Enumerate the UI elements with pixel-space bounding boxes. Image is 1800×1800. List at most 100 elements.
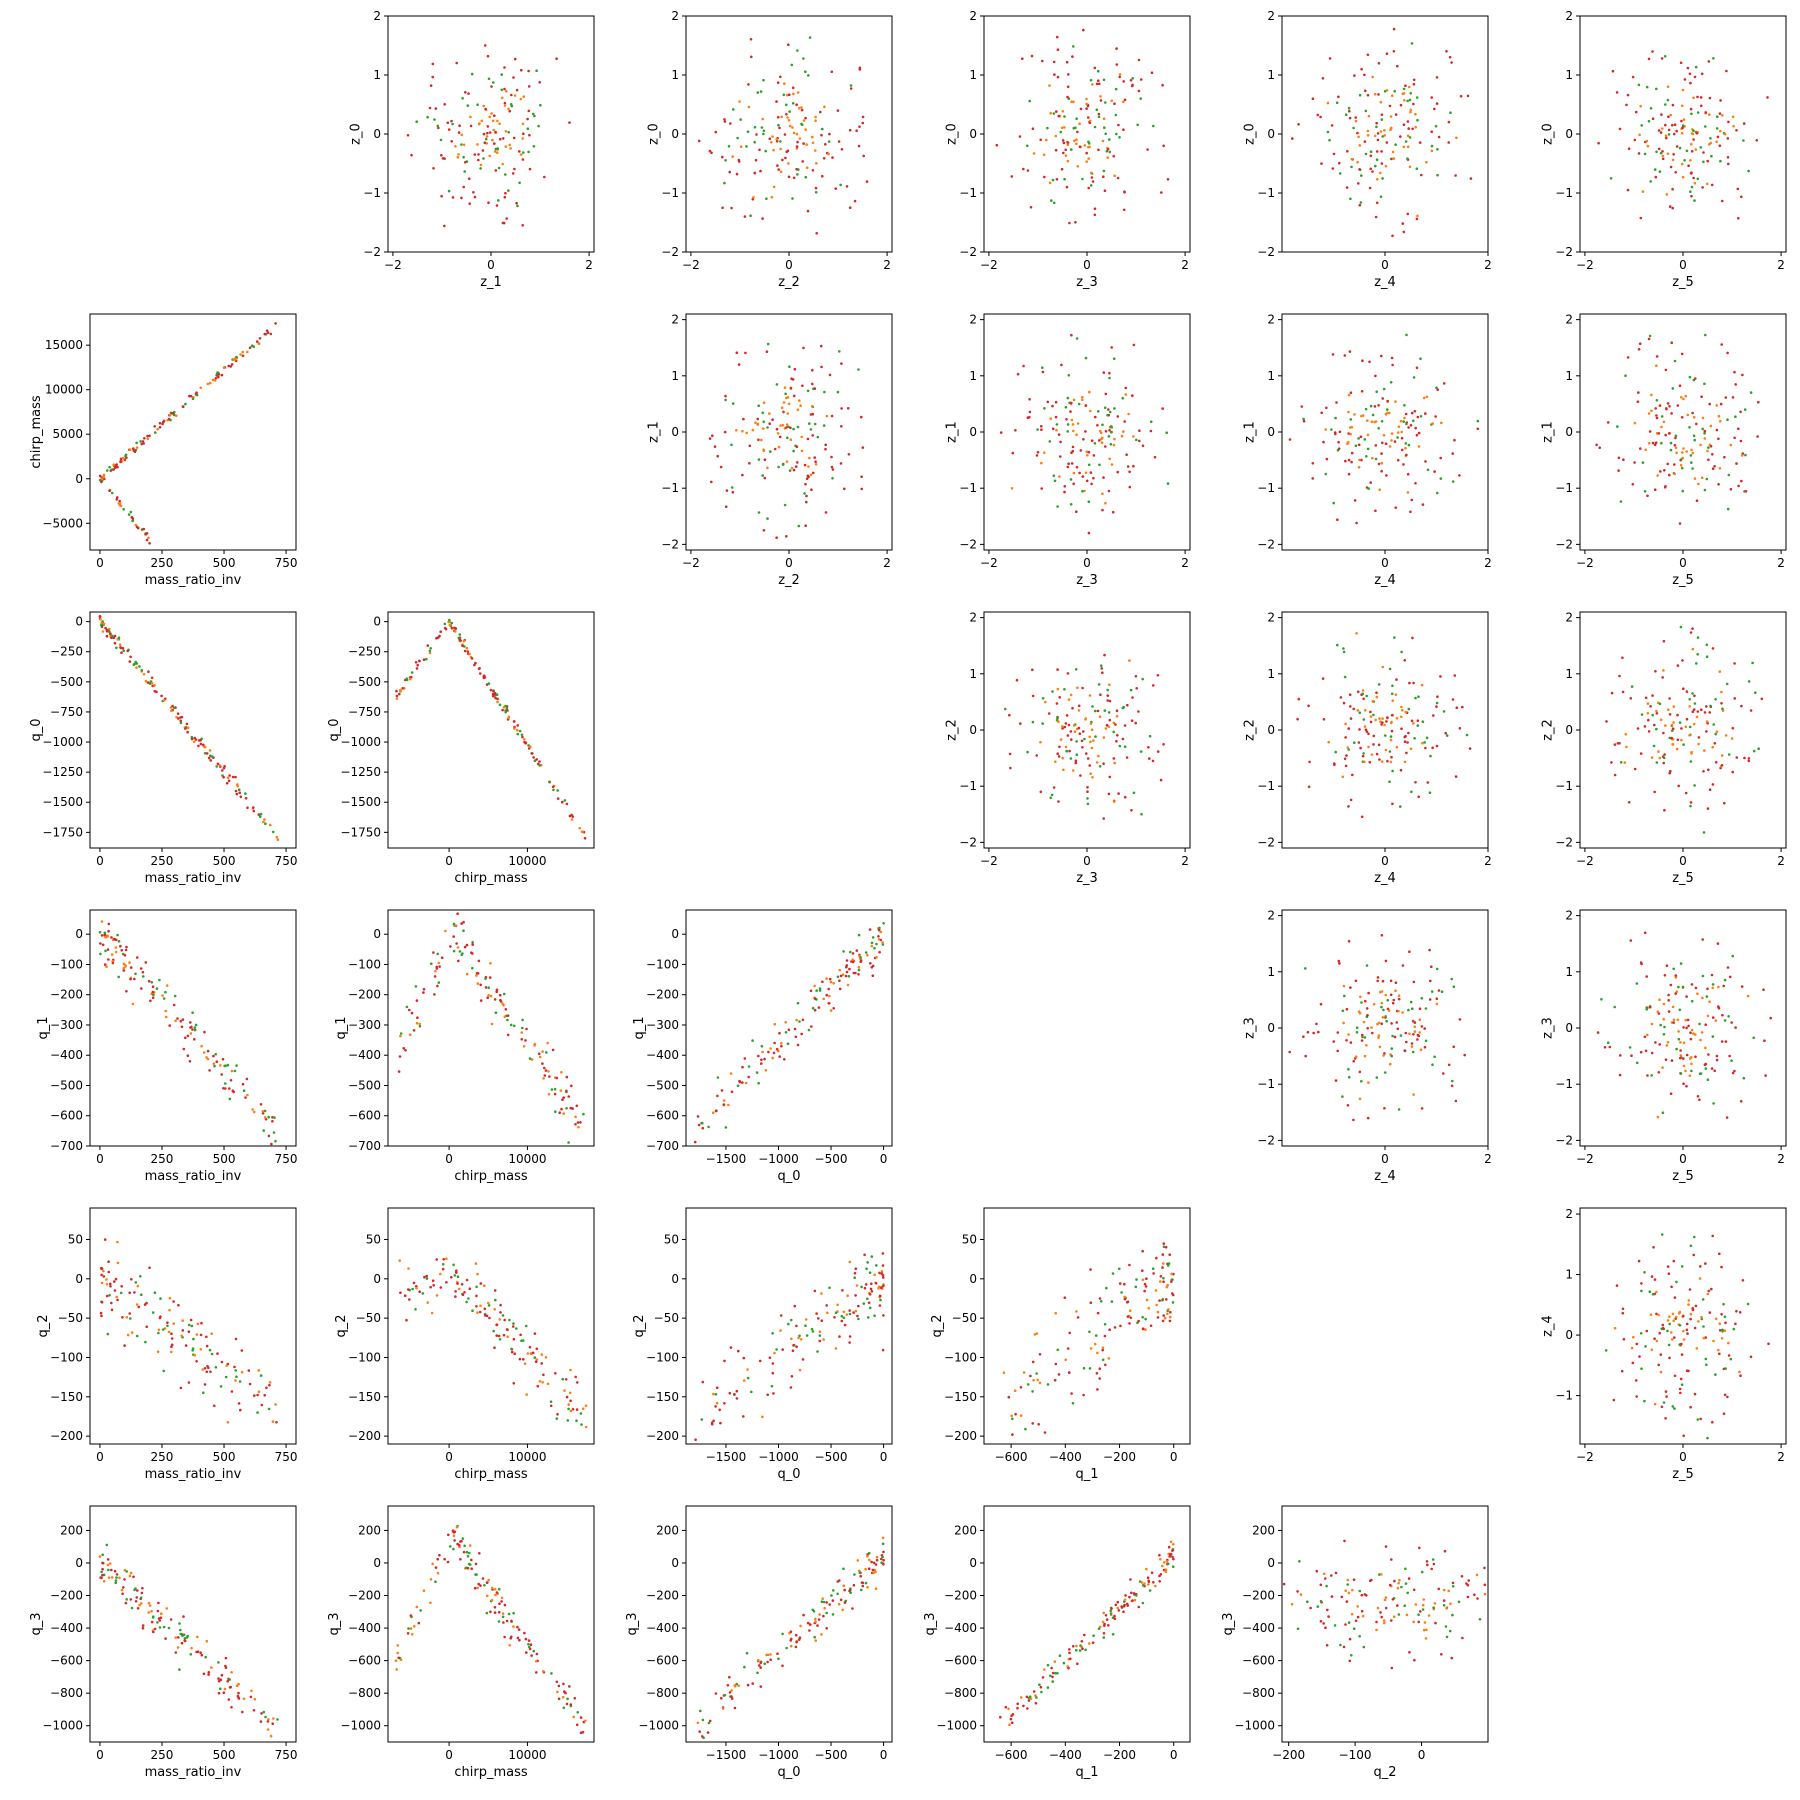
point bbox=[1752, 1036, 1755, 1040]
point bbox=[1684, 725, 1688, 728]
point bbox=[187, 1381, 191, 1384]
point bbox=[1397, 1009, 1400, 1013]
point bbox=[1064, 722, 1068, 725]
point bbox=[535, 758, 538, 761]
point bbox=[495, 1334, 499, 1337]
point bbox=[487, 77, 491, 81]
y-tick-label: −100 bbox=[348, 957, 381, 971]
point bbox=[461, 1293, 465, 1296]
point bbox=[1138, 439, 1141, 443]
point bbox=[1650, 1051, 1654, 1055]
point bbox=[1451, 698, 1455, 701]
point bbox=[129, 1571, 133, 1575]
point bbox=[170, 1345, 173, 1349]
point bbox=[1029, 206, 1033, 209]
point bbox=[1380, 452, 1383, 455]
point bbox=[1123, 1295, 1126, 1299]
point bbox=[1101, 671, 1104, 674]
point bbox=[245, 1077, 249, 1081]
point bbox=[106, 948, 110, 951]
point bbox=[1359, 995, 1362, 999]
point bbox=[128, 1291, 131, 1295]
point bbox=[188, 1060, 192, 1063]
x-tick-label: −2 bbox=[1576, 258, 1594, 272]
point bbox=[458, 633, 462, 636]
points-q3_cm bbox=[394, 1524, 587, 1735]
point bbox=[1672, 1319, 1675, 1323]
point bbox=[1698, 1098, 1701, 1102]
point bbox=[1648, 1290, 1652, 1293]
point bbox=[829, 980, 833, 984]
point bbox=[106, 1558, 110, 1561]
point bbox=[1105, 149, 1109, 153]
point bbox=[469, 124, 473, 128]
point bbox=[827, 1002, 831, 1005]
point bbox=[813, 984, 816, 988]
point bbox=[818, 989, 822, 992]
point bbox=[158, 978, 161, 982]
point bbox=[1708, 788, 1712, 791]
point bbox=[1115, 47, 1118, 50]
point bbox=[1140, 812, 1143, 816]
point bbox=[832, 1007, 835, 1010]
point bbox=[1361, 692, 1364, 696]
point bbox=[1406, 741, 1409, 744]
y-tick-label: −1250 bbox=[340, 765, 381, 779]
y-tick-label: 0 bbox=[969, 127, 977, 141]
point bbox=[1412, 82, 1416, 86]
point bbox=[513, 57, 517, 61]
point bbox=[1126, 703, 1129, 707]
point bbox=[1388, 750, 1392, 753]
point bbox=[1731, 396, 1735, 399]
point bbox=[200, 1044, 203, 1048]
point bbox=[105, 965, 108, 968]
point bbox=[1630, 685, 1634, 688]
point bbox=[1049, 111, 1052, 115]
point bbox=[207, 1671, 211, 1674]
point bbox=[565, 1702, 569, 1706]
point bbox=[859, 959, 863, 962]
point bbox=[841, 1289, 844, 1292]
point bbox=[1077, 709, 1081, 712]
y-tick-label: −100 bbox=[348, 1350, 381, 1364]
point bbox=[1693, 438, 1696, 442]
point bbox=[1709, 424, 1713, 428]
point bbox=[1383, 129, 1386, 132]
point bbox=[792, 427, 795, 431]
y-axis-label: z_1 bbox=[647, 421, 662, 443]
point bbox=[1069, 757, 1073, 760]
point bbox=[1366, 1116, 1370, 1120]
point bbox=[1312, 1031, 1315, 1035]
point bbox=[1093, 709, 1097, 713]
y-tick-label: −150 bbox=[348, 1390, 381, 1404]
point bbox=[1123, 1297, 1127, 1301]
point bbox=[875, 955, 878, 959]
point bbox=[1113, 407, 1116, 410]
point bbox=[471, 966, 474, 970]
y-tick-label: −700 bbox=[50, 1139, 83, 1153]
point bbox=[180, 715, 184, 719]
point bbox=[1063, 485, 1067, 488]
point bbox=[788, 365, 791, 369]
point bbox=[1362, 718, 1366, 721]
point bbox=[791, 197, 794, 200]
point bbox=[1348, 116, 1352, 120]
point bbox=[1698, 1072, 1702, 1075]
point bbox=[721, 155, 724, 159]
point bbox=[1731, 770, 1734, 774]
point bbox=[1106, 413, 1109, 417]
point bbox=[797, 524, 801, 528]
point bbox=[224, 1064, 227, 1068]
point bbox=[134, 972, 137, 976]
point bbox=[788, 124, 792, 128]
point bbox=[477, 122, 481, 126]
point bbox=[1100, 441, 1104, 444]
point bbox=[1032, 152, 1036, 155]
point bbox=[1708, 96, 1712, 100]
y-tick-label: −600 bbox=[50, 1654, 83, 1668]
point bbox=[1616, 425, 1619, 428]
point bbox=[244, 796, 248, 800]
point bbox=[1735, 462, 1738, 465]
point bbox=[1089, 722, 1093, 725]
y-tick-label: −200 bbox=[50, 988, 83, 1002]
